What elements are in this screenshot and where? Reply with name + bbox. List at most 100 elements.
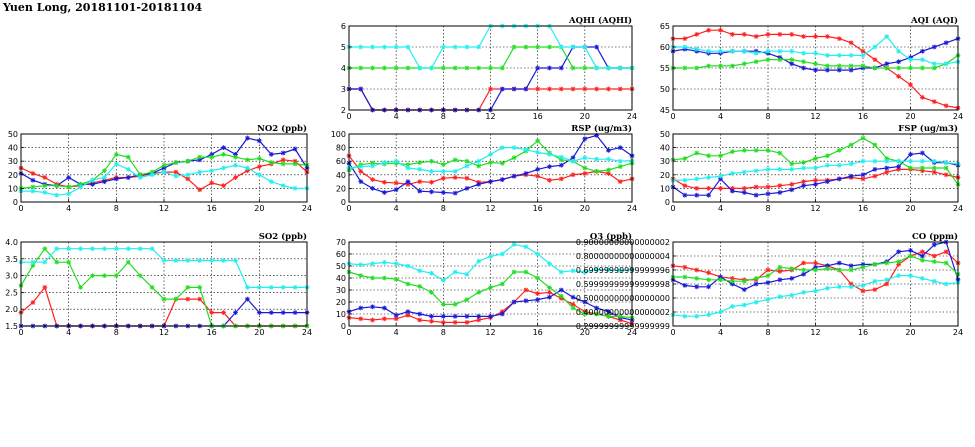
data-point-cyan: [789, 292, 795, 298]
data-point-cyan: [440, 169, 446, 174]
data-point-cyan: [594, 156, 600, 162]
data-point-blue: [233, 152, 238, 157]
chart-aqhi: 0 4 8 12 16 20 24 2 3 4 5 6 AQHI (AQHI): [341, 15, 637, 121]
data-point-red: [706, 27, 712, 33]
data-point-cyan: [173, 258, 179, 263]
data-point-blue: [233, 310, 238, 315]
data-point-green: [54, 259, 60, 265]
data-point-red: [706, 186, 712, 191]
data-point-green: [813, 267, 818, 273]
data-point-green: [256, 156, 262, 161]
x-tick-label: 8: [114, 204, 119, 213]
data-point-cyan: [511, 145, 517, 150]
data-point-cyan: [617, 158, 623, 164]
data-point-red: [729, 186, 735, 191]
data-point-cyan: [801, 50, 807, 56]
data-point-red: [896, 166, 902, 172]
data-point-green: [718, 63, 723, 69]
data-point-cyan: [476, 158, 482, 164]
data-point-cyan: [706, 48, 712, 54]
data-point-red: [221, 310, 226, 315]
data-point-green: [789, 57, 795, 62]
data-point-red: [919, 168, 925, 174]
x-tick-label: 4: [718, 204, 723, 213]
data-point-blue: [718, 274, 723, 280]
x-tick-label: 12: [810, 112, 820, 121]
data-point-blue: [511, 173, 517, 179]
data-point-red: [547, 290, 552, 295]
data-point-blue: [488, 314, 493, 319]
data-point-red: [570, 302, 576, 307]
data-point-green: [488, 160, 493, 165]
data-point-blue: [718, 176, 723, 182]
data-point-red: [741, 186, 747, 191]
data-point-blue: [511, 299, 517, 305]
data-point-cyan: [919, 158, 925, 164]
y-tick-label: 45: [660, 106, 670, 115]
chart-title-so2: SO2 (ppb): [259, 231, 307, 242]
data-point-red: [765, 184, 771, 190]
data-point-red: [233, 175, 238, 180]
data-point-cyan: [464, 44, 470, 50]
data-point-red: [753, 184, 759, 190]
data-point-green: [476, 65, 482, 71]
data-point-red: [535, 86, 541, 92]
data-point-green: [884, 65, 890, 71]
data-point-red: [765, 267, 771, 273]
data-point-green: [570, 305, 576, 311]
data-point-red: [381, 316, 387, 322]
data-point-red: [440, 320, 446, 325]
data-point-blue: [547, 294, 552, 300]
data-point-cyan: [836, 53, 842, 58]
data-point-cyan: [908, 57, 913, 62]
data-point-red: [931, 169, 937, 175]
data-point-blue: [682, 283, 688, 288]
data-point-blue: [405, 179, 411, 184]
data-point-red: [535, 291, 541, 296]
data-point-cyan: [30, 188, 36, 194]
data-point-red: [682, 264, 688, 270]
y-tick-label: 20: [336, 298, 346, 307]
data-point-cyan: [535, 251, 541, 257]
x-tick-label: 12: [159, 328, 169, 337]
data-point-green: [908, 253, 913, 259]
data-point-green: [836, 63, 842, 69]
data-point-green: [464, 65, 470, 71]
x-tick-label: 20: [254, 204, 264, 213]
data-point-blue: [801, 183, 807, 189]
data-point-cyan: [694, 313, 700, 319]
data-point-green: [292, 161, 298, 167]
data-point-blue: [440, 190, 446, 195]
data-point-red: [860, 288, 866, 294]
data-point-cyan: [789, 48, 795, 54]
data-point-cyan: [570, 268, 576, 274]
data-point-green: [824, 63, 830, 69]
data-point-green: [582, 311, 588, 317]
data-point-red: [694, 267, 700, 273]
data-point-green: [729, 149, 735, 155]
data-point-cyan: [464, 272, 470, 277]
data-point-cyan: [42, 259, 48, 265]
data-point-green: [113, 152, 119, 157]
data-point-cyan: [872, 278, 878, 284]
data-point-cyan: [78, 246, 83, 252]
data-point-cyan: [718, 48, 723, 54]
x-tick-label: 8: [441, 328, 446, 337]
data-point-cyan: [185, 258, 191, 263]
data-point-cyan: [558, 269, 564, 275]
data-point-cyan: [370, 163, 375, 169]
y-tick-label: 2: [341, 106, 346, 115]
data-point-red: [570, 172, 576, 178]
data-point-blue: [813, 181, 818, 187]
data-point-blue: [570, 294, 576, 300]
data-point-cyan: [256, 172, 262, 178]
data-point-green: [706, 153, 712, 159]
data-point-green: [896, 259, 902, 264]
y-tick-label: 4: [341, 64, 346, 73]
data-point-blue: [245, 296, 250, 302]
x-tick-label: 4: [66, 204, 71, 213]
data-point-blue: [582, 136, 588, 142]
data-point-red: [209, 310, 215, 315]
data-point-cyan: [582, 44, 588, 50]
data-point-green: [30, 263, 36, 268]
